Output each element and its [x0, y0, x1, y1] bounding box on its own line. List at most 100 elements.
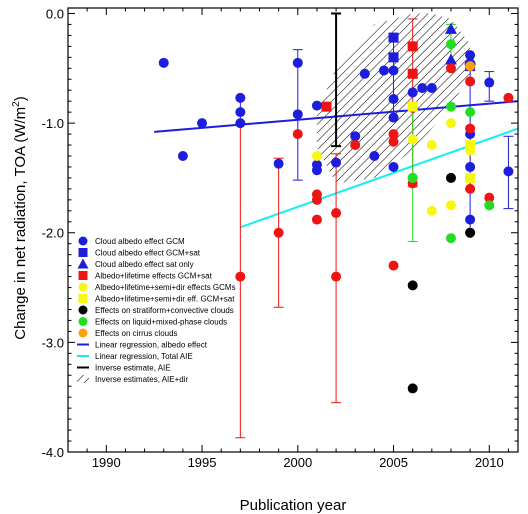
data-point [465, 161, 476, 172]
legend-marker [78, 271, 88, 280]
data-point [350, 140, 361, 151]
data-point [359, 68, 370, 79]
legend-label: Albedo+lifetime+semi+dir effects GCMs [95, 283, 236, 292]
data-point [407, 134, 418, 145]
legend-marker [78, 236, 88, 246]
legend-label: Albedo+lifetime effects GCM+sat [95, 272, 213, 281]
legend-entry: Albedo+lifetime+semi+dir effects GCMs [78, 282, 236, 292]
data-point [407, 280, 418, 291]
data-point [465, 140, 476, 151]
legend-marker [78, 317, 88, 326]
legend-marker [78, 294, 88, 303]
legend-label: Inverse estimates, AIE+dir [95, 375, 188, 384]
data-point [331, 208, 342, 219]
data-point [465, 123, 476, 134]
data-point [445, 39, 456, 50]
legend-entry: Effects on liquid+mixed-phase clouds [78, 317, 227, 327]
legend: Cloud albedo effect GCM Cloud albedo effe… [77, 236, 236, 384]
legend-entry: Inverse estimates, AIE+dir [77, 375, 188, 384]
data-point [444, 22, 457, 34]
data-point [197, 118, 208, 129]
data-point [388, 129, 399, 140]
x-tick-label: 1995 [188, 455, 217, 470]
data-point [503, 92, 514, 103]
data-point [465, 61, 476, 72]
data-point [407, 383, 418, 394]
x-axis-title: Publication year [240, 497, 347, 514]
legend-marker [78, 305, 88, 315]
error-bar [331, 12, 342, 148]
data-point [445, 172, 456, 183]
data-point [311, 194, 322, 205]
data-point [465, 107, 476, 118]
data-point [292, 109, 303, 120]
series-9 [465, 61, 476, 72]
legend-label: Effects on cirrus clouds [95, 329, 178, 338]
data-point [388, 136, 399, 147]
legend-entry: Inverse estimate, AIE [77, 364, 171, 373]
legend-entry: Cloud albedo effect sat only [77, 258, 194, 269]
legend-label: Inverse estimate, AIE [95, 364, 171, 373]
data-point [235, 107, 246, 118]
data-point [407, 172, 418, 183]
x-tick-label: 2000 [283, 455, 312, 470]
data-point [445, 200, 456, 211]
legend-entry: Cloud albedo effect GCM [78, 236, 185, 246]
data-point [235, 271, 246, 282]
legend-label: Effects on liquid+mixed-phase clouds [95, 318, 227, 327]
data-point [445, 233, 456, 244]
data-point [311, 100, 322, 111]
data-point [484, 77, 495, 88]
y-axis-title-superscript: 2 [11, 101, 22, 107]
data-point [417, 83, 428, 94]
y-tick-labels: 0.0 -1.0 -2.0 -3.0 -4.0 [42, 6, 64, 460]
data-point [388, 32, 399, 43]
ticks-layer [67, 8, 518, 453]
data-point [331, 157, 342, 168]
data-point [273, 227, 284, 238]
data-point [484, 200, 495, 211]
x-tick-label: 2010 [475, 455, 504, 470]
data-point [426, 83, 437, 94]
y-axis-title-main: Change in net radiation, TOA (W/m [12, 107, 29, 340]
data-point [465, 214, 476, 225]
data-point [311, 214, 322, 225]
legend-label: Cloud albedo effect GCM+sat [95, 249, 201, 258]
data-point [235, 92, 246, 103]
data-point [388, 52, 399, 63]
data-point [378, 65, 389, 76]
data-point [407, 68, 418, 79]
y-tick-label: -1.0 [42, 116, 64, 131]
data-point [465, 172, 476, 183]
data-point [388, 93, 399, 104]
data-point [465, 227, 476, 238]
data-point [350, 131, 361, 142]
data-point [426, 140, 437, 151]
series-6 [407, 101, 476, 183]
legend-entry: Albedo+lifetime effects GCM+sat [78, 271, 213, 281]
legend-marker [78, 328, 88, 338]
data-point [388, 65, 399, 76]
data-point [388, 161, 399, 172]
data-point [331, 271, 342, 282]
data-point [445, 101, 456, 112]
series-2 [444, 22, 477, 65]
data-point [465, 76, 476, 87]
legend-marker [77, 258, 89, 269]
legend-entry: Linear regression, Total AIE [77, 352, 193, 361]
legend-entry: Cloud albedo effect GCM+sat [78, 248, 201, 258]
data-point [464, 53, 477, 65]
data-point [388, 112, 399, 123]
data-point [321, 101, 332, 112]
data-point [444, 53, 457, 65]
y-tick-label: -3.0 [42, 335, 64, 350]
y-tick-label: -2.0 [42, 226, 64, 241]
legend-label: Cloud albedo effect sat only [95, 260, 194, 269]
legend-label: Linear regression, albedo effect [95, 341, 208, 350]
series-7 [407, 172, 476, 394]
data-point [465, 183, 476, 194]
y-tick-label: 0.0 [46, 6, 64, 21]
legend-label: Albedo+lifetime+semi+dir eff. GCM+sat [95, 295, 235, 304]
data-point [407, 87, 418, 98]
